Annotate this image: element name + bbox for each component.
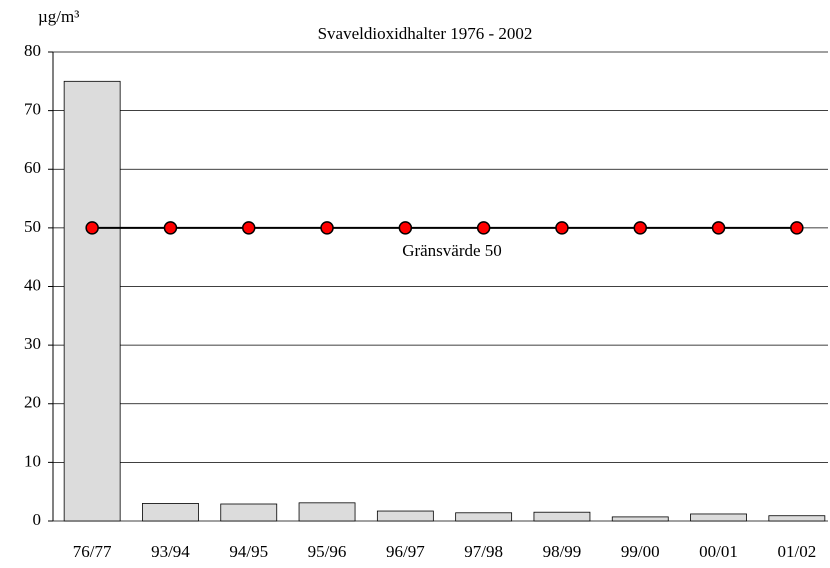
annotation: Gränsvärde 50 bbox=[402, 241, 502, 260]
chart-title: Svaveldioxidhalter 1976 - 2002 bbox=[318, 24, 533, 43]
x-tick-label: 95/96 bbox=[308, 542, 347, 561]
limit-marker bbox=[163, 221, 178, 235]
x-tick-label: 94/95 bbox=[229, 542, 268, 561]
bar bbox=[690, 513, 747, 522]
x-tick-label: 96/97 bbox=[386, 542, 425, 561]
limit-marker bbox=[85, 221, 99, 235]
bar bbox=[298, 502, 356, 522]
limit-marker bbox=[476, 221, 491, 235]
bar bbox=[768, 515, 826, 522]
y-tick-label: 70 bbox=[24, 100, 41, 119]
x-tick-label: 99/00 bbox=[621, 542, 660, 561]
y-tick-label: 0 bbox=[33, 510, 42, 529]
limit-marker bbox=[711, 221, 726, 235]
bar bbox=[455, 512, 513, 522]
limit-marker bbox=[633, 221, 647, 235]
x-tick-label: 00/01 bbox=[699, 542, 738, 561]
y-tick-label: 80 bbox=[24, 41, 41, 60]
bar bbox=[376, 510, 434, 522]
limit-marker bbox=[242, 221, 256, 235]
x-tick-label: 97/98 bbox=[464, 542, 503, 561]
bar bbox=[220, 503, 278, 522]
bar bbox=[63, 80, 121, 522]
y-axis-label: µg/m³ bbox=[38, 7, 79, 26]
limit-marker bbox=[790, 221, 804, 235]
bar bbox=[611, 516, 669, 522]
bar bbox=[142, 503, 199, 522]
y-tick-label: 30 bbox=[24, 334, 41, 353]
x-tick-label: 98/99 bbox=[543, 542, 582, 561]
limit-marker bbox=[398, 221, 413, 235]
x-tick-label: 93/94 bbox=[151, 542, 190, 561]
y-tick-label: 40 bbox=[24, 275, 41, 294]
y-tick-label: 50 bbox=[24, 217, 41, 236]
x-tick-label: 76/77 bbox=[73, 542, 112, 561]
limit-marker bbox=[320, 221, 334, 235]
y-tick-label: 10 bbox=[24, 451, 41, 470]
x-tick-label: 01/02 bbox=[777, 542, 816, 561]
limit-marker bbox=[555, 221, 569, 235]
y-tick-label: 60 bbox=[24, 158, 41, 177]
bar bbox=[533, 511, 591, 522]
y-tick-label: 20 bbox=[24, 393, 41, 412]
